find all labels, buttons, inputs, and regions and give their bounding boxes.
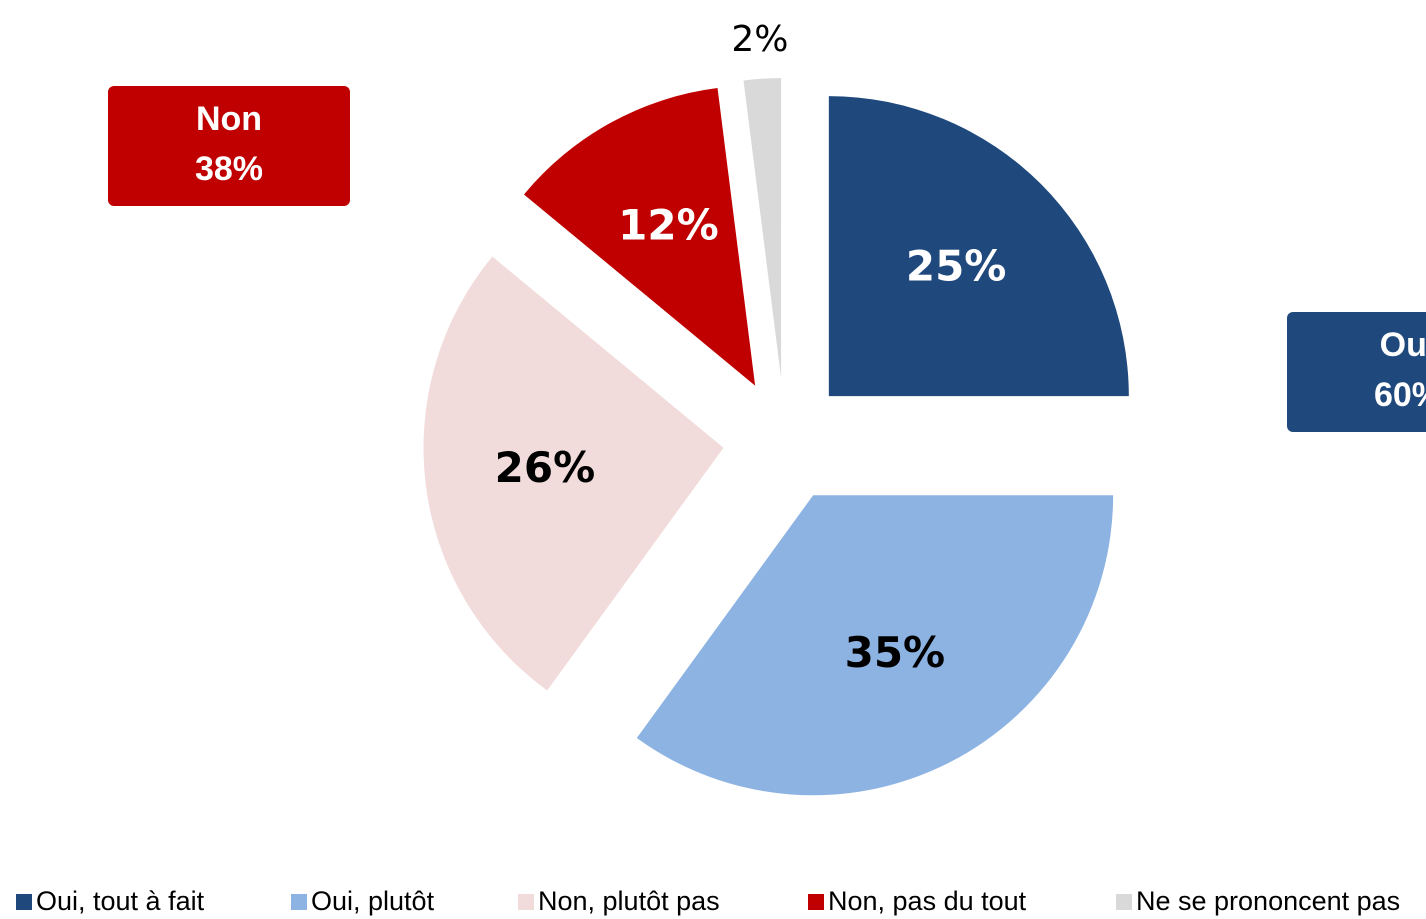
legend-label: Non, plutôt pas [538,886,720,916]
slice-label: 25% [906,241,1007,290]
legend-swatch [16,894,32,910]
annotation-label: 60% [1374,376,1426,414]
annotation-title: Non [196,100,262,138]
slice-label: 12% [618,200,719,249]
legend-label: Non, pas du tout [828,886,1027,916]
slice-label: 26% [495,443,596,492]
annotation-box [108,86,350,206]
annotation-label: 38% [195,150,263,188]
legend-swatch [808,894,824,910]
legend-label: Oui, tout à fait [36,886,205,916]
legend-swatch [518,894,534,910]
pie-slice [743,78,782,379]
legend-swatch [1116,894,1132,910]
pie-slice [636,495,1114,796]
slice-label: 35% [845,628,946,677]
slice-label: 2% [731,19,788,60]
pie-slice [523,88,756,386]
annotation-title: Oui [1380,326,1426,364]
pie-slice [828,96,1129,397]
legend-label: Ne se prononcent pas [1136,886,1400,916]
pie-slice [423,256,724,691]
legend-label: Oui, plutôt [311,886,435,916]
annotation-box [1287,312,1426,432]
legend-swatch [291,894,307,910]
